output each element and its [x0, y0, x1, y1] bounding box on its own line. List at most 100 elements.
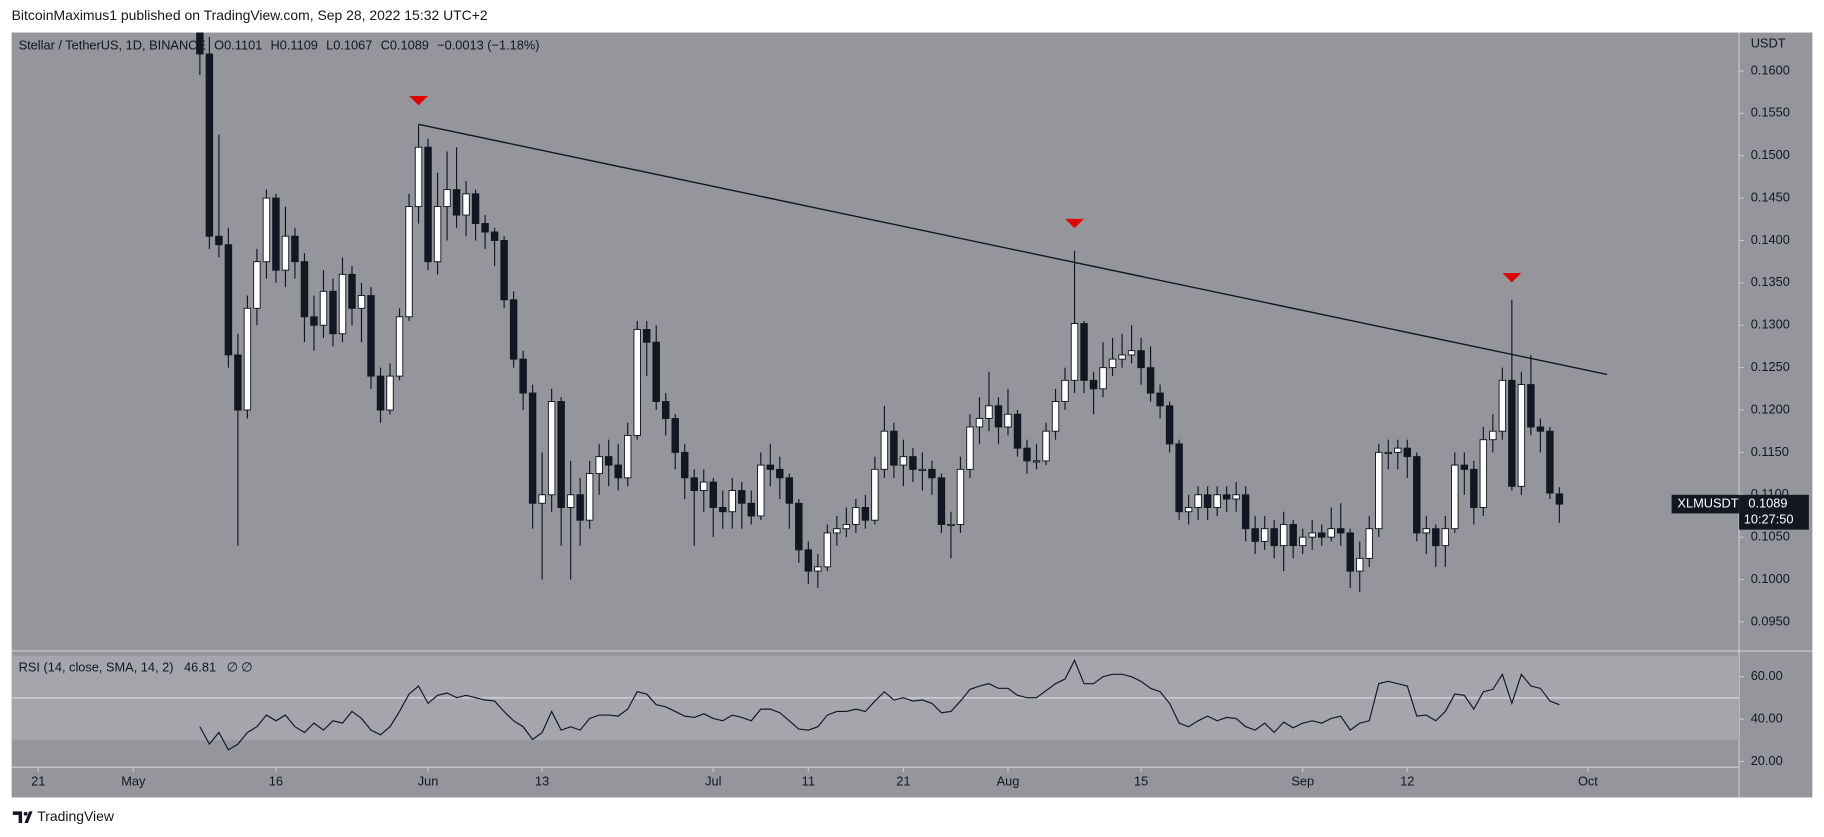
candle-body [405, 206, 413, 318]
currency: USDT [1751, 36, 1786, 51]
candle-body [1508, 379, 1516, 487]
candle-body [1137, 350, 1145, 369]
candle-body [1546, 430, 1554, 494]
candle-body [1460, 464, 1469, 470]
candle-body [1175, 443, 1183, 513]
y-tick-label: 0.1600 [1751, 62, 1790, 77]
candle-body [966, 426, 974, 470]
candle-body [947, 523, 955, 527]
candle-body [937, 477, 946, 525]
candle-body [500, 240, 508, 301]
rsi-value: 46.81 [184, 660, 216, 675]
y-tick-label: 0.1050 [1751, 529, 1790, 544]
candle-body [205, 53, 214, 237]
candle-body [709, 481, 717, 508]
candle-body [1346, 532, 1354, 572]
candle-body [348, 273, 356, 309]
candle-body [623, 434, 632, 479]
ohlc-letter: H [271, 38, 280, 53]
x-tick-label: Jul [705, 774, 721, 789]
candle-body [357, 295, 366, 309]
x-tick-label: Sep [1291, 774, 1314, 789]
candle-body [1080, 323, 1088, 381]
candle-body [557, 401, 565, 508]
symbol-legend: Stellar / TetherUS, 1D, BINANCE O0.1101 … [19, 38, 540, 53]
candle-body [1451, 464, 1459, 530]
candle-body [1422, 528, 1431, 534]
y-tick-label: 0.1350 [1751, 274, 1790, 289]
candle-body [614, 464, 622, 479]
candle-body [852, 507, 860, 525]
rsi-tick-label: 20.00 [1751, 753, 1783, 768]
candle-body [1356, 557, 1364, 572]
candle-body [662, 401, 670, 419]
x-tick-label: 16 [269, 774, 283, 789]
ohlc-value: 0.1089 [390, 38, 429, 53]
x-tick-label: 12 [1400, 774, 1414, 789]
x-tick-label: Oct [1578, 774, 1598, 789]
candle-body [1555, 493, 1564, 505]
candle-body [490, 231, 499, 241]
trendline [418, 123, 1608, 376]
candle-body [814, 566, 822, 572]
candle-body [1317, 532, 1326, 538]
candle-body [1479, 439, 1488, 508]
candle-body [1337, 528, 1345, 534]
candle-body [833, 528, 841, 534]
candle-body [386, 375, 394, 411]
candle-body [956, 468, 965, 525]
candle-body [1127, 350, 1136, 356]
ohlc-letter: C [381, 38, 390, 53]
candle-body [595, 456, 603, 475]
candle-body [519, 358, 527, 394]
candle-body [272, 197, 280, 271]
candle-body [1375, 451, 1383, 530]
y-tick-label: 0.0950 [1751, 613, 1790, 628]
candle-body [367, 295, 375, 377]
candle-body [1536, 426, 1545, 432]
x-tick-label: Jun [418, 774, 439, 789]
candle-body [1279, 523, 1288, 547]
candle-body [300, 261, 309, 318]
candle-body [1213, 494, 1221, 508]
candle-body [424, 146, 432, 263]
candle-body [1470, 468, 1478, 508]
x-tick-label: 11 [802, 774, 815, 789]
change: −0.0013 (−1.18%) [437, 38, 539, 53]
candle-body [1089, 379, 1098, 390]
y-tick-label: 0.1150 [1751, 444, 1789, 459]
y-tick-label: 0.1400 [1751, 232, 1790, 247]
candle-body [376, 375, 385, 411]
x-tick-label: May [121, 774, 146, 789]
rsi-label: RSI (14, close, SMA, 14, 2) [19, 660, 174, 675]
candle-body [433, 206, 442, 263]
ticker-label: XLMUSDT [1677, 495, 1738, 510]
y-tick-label: 0.1250 [1751, 359, 1790, 374]
ohlc-value: 0.1101 [224, 38, 262, 53]
candle-body [1146, 367, 1155, 394]
ohlc-letter: O [214, 38, 224, 53]
candle-body [319, 290, 328, 326]
candle-body [928, 468, 936, 479]
candle-body [918, 468, 927, 471]
candle-body [1032, 460, 1041, 463]
candle-body [1527, 384, 1535, 428]
candle-body [576, 494, 584, 521]
candle-body [566, 494, 575, 508]
candle-body [700, 481, 708, 492]
candle-body [253, 261, 261, 309]
candle-body [1517, 384, 1526, 487]
candle-body [633, 329, 641, 436]
candle-body [547, 401, 556, 496]
candle-body [1051, 401, 1060, 432]
candle-body [871, 468, 879, 521]
candle-body [1241, 494, 1250, 530]
candle-body [1156, 392, 1164, 407]
candle-body [604, 456, 613, 466]
ohlc-letter: L [326, 38, 333, 53]
candle-body [481, 223, 489, 233]
rsi-tick-label: 40.00 [1751, 710, 1783, 725]
candle-body [452, 189, 461, 216]
candle-body [310, 316, 318, 326]
x-tick-label: Aug [997, 774, 1020, 789]
